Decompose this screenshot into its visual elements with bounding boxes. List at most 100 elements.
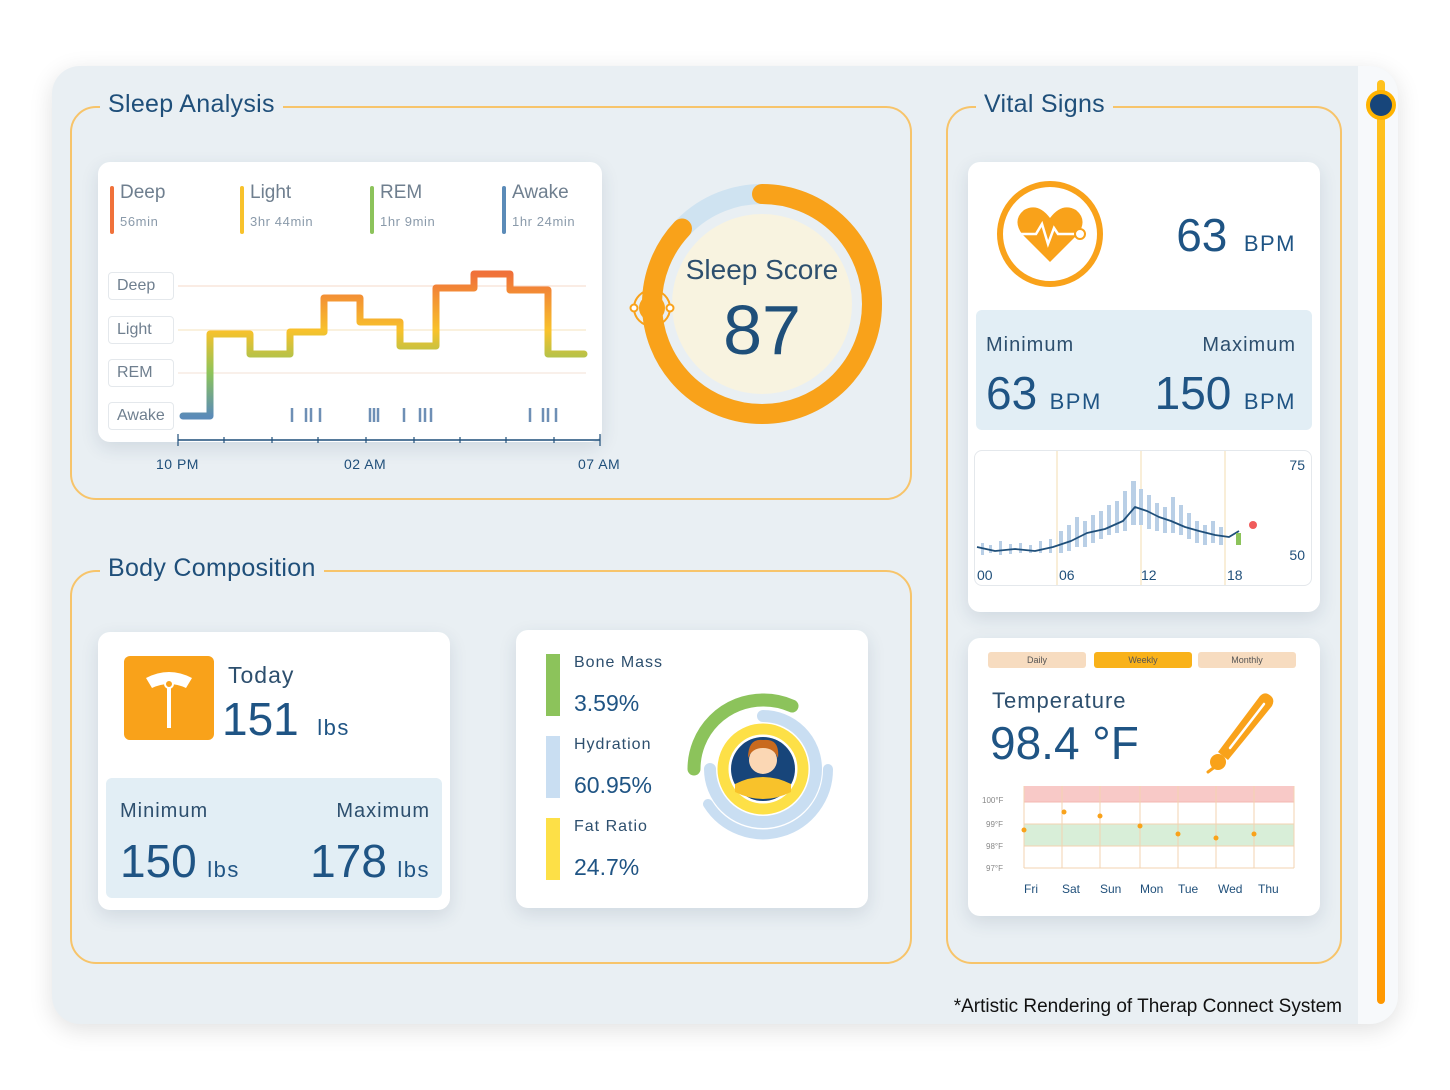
legend-color-bar xyxy=(370,186,374,234)
today-weight-value: 151 xyxy=(222,693,299,745)
min-label: Minimum xyxy=(986,334,1075,356)
legend-awake: Awake 1hr 24min xyxy=(502,182,576,234)
legend-color-bar xyxy=(240,186,244,234)
heart-rate-chart-svg xyxy=(976,451,1257,585)
bpm-unit: BPM xyxy=(1049,389,1102,414)
min-weight-value: 150 xyxy=(120,835,197,887)
weight-range-panel: Minimum Maximum 150 lbs 178 lbs xyxy=(106,778,442,898)
heart-rate-latest-bar xyxy=(1236,533,1241,545)
heart-rate-current: 63 BPM xyxy=(1176,208,1296,262)
scale-icon xyxy=(124,656,214,740)
heart-rate-value: 63 xyxy=(1176,209,1228,261)
legend-color-bar xyxy=(110,186,114,234)
legend-value: 1hr 24min xyxy=(512,214,576,229)
time-label-mid: 02 AM xyxy=(344,456,387,472)
weight-card: Today 151 lbs Minimum Maximum 150 lbs 17… xyxy=(98,632,450,910)
bone-ring-end xyxy=(756,693,799,713)
tab-daily[interactable]: Daily xyxy=(988,652,1086,668)
legend-color-bar xyxy=(502,186,506,234)
tab-monthly[interactable]: Monthly xyxy=(1198,652,1296,668)
section-title: Body Composition xyxy=(100,554,324,583)
hydration-ring xyxy=(704,710,822,828)
temperature-label: Temperature xyxy=(992,688,1127,713)
legend-name: Light xyxy=(250,182,292,203)
normal-band xyxy=(1024,824,1294,846)
temp-day-label: Mon xyxy=(1140,882,1164,896)
composition-card: Bone Mass 3.59% Hydration 60.95% Fat Rat… xyxy=(516,630,868,908)
composition-value: 24.7% xyxy=(574,854,640,880)
chart-x-label: 06 xyxy=(1059,567,1075,583)
stage-label-awake: Awake xyxy=(108,402,174,430)
scale-icon-glyph xyxy=(146,672,192,728)
composition-color-bar xyxy=(546,818,560,880)
heart-rate-min-value: 63 xyxy=(986,367,1038,419)
section-title: Sleep Analysis xyxy=(100,90,283,119)
sleep-stage-line xyxy=(179,270,588,420)
scrollbar-thumb[interactable] xyxy=(1366,90,1396,120)
min-weight: 150 lbs xyxy=(120,834,240,888)
today-label: Today xyxy=(228,662,295,688)
legend-value: 3hr 44min xyxy=(250,214,314,229)
hydration-ring-outer xyxy=(703,764,834,840)
chart-x-label: 12 xyxy=(1141,567,1157,583)
composition-color-bar xyxy=(546,736,560,798)
vital-signs-section: Vital Signs 63 BPM Minimum Maximum 63 BP… xyxy=(946,90,1342,964)
temp-y-label: 97°F xyxy=(986,864,1003,873)
legend-deep: Deep 56min xyxy=(110,182,166,234)
heart-rate-min: 63 BPM xyxy=(986,366,1102,420)
composition-name: Bone Mass xyxy=(574,654,664,671)
temp-day-label: Sat xyxy=(1062,882,1081,896)
temp-day-label: Sun xyxy=(1100,882,1122,896)
legend-name: Deep xyxy=(120,182,166,203)
chart-y-label-bottom: 50 xyxy=(1289,547,1305,563)
chart-y-label-top: 75 xyxy=(1289,457,1305,473)
sleep-score-label: Sleep Score xyxy=(685,254,839,285)
bpm-unit: BPM xyxy=(1243,389,1296,414)
legend-value: 56min xyxy=(120,214,159,229)
time-label-start: 10 PM xyxy=(156,456,199,472)
score-ring-center xyxy=(672,214,852,394)
avatar-icon xyxy=(731,737,795,801)
dashboard-board: Sleep Analysis Deep 56min Light 3hr 44mi… xyxy=(52,66,1398,1024)
temp-day-label: Wed xyxy=(1218,882,1243,896)
heart-rate-line xyxy=(976,506,1240,552)
sleep-stages-card: Deep 56min Light 3hr 44min REM 1hr 9min … xyxy=(98,162,602,446)
weight-unit: lbs xyxy=(397,857,430,882)
fat-ring xyxy=(717,723,809,815)
max-label: Maximum xyxy=(1202,334,1296,356)
tab-weekly[interactable]: Weekly xyxy=(1094,652,1192,668)
temp-day-label: Thu xyxy=(1258,882,1279,896)
fever-band xyxy=(1024,786,1294,802)
legend-value: 1hr 9min xyxy=(380,214,436,229)
section-title: Vital Signs xyxy=(976,90,1113,119)
composition-color-bar xyxy=(546,654,560,716)
temp-y-label: 99°F xyxy=(986,820,1003,829)
composition-value: 3.59% xyxy=(574,690,640,716)
chart-x-label: 00 xyxy=(977,567,993,583)
stage-label-light: Light xyxy=(108,316,174,344)
sleep-analysis-section: Sleep Analysis Deep 56min Light 3hr 44mi… xyxy=(70,90,912,500)
stage-label-deep: Deep xyxy=(108,272,174,300)
time-axis-ticks xyxy=(177,434,601,446)
chart-x-label: 18 xyxy=(1227,567,1243,583)
scrollbar-track[interactable] xyxy=(1377,80,1385,1004)
bone-ring xyxy=(687,693,770,776)
temperature-points xyxy=(1021,809,1257,841)
heart-rate-range-panel: Minimum Maximum 63 BPM 150 BPM xyxy=(976,310,1312,430)
legend-name: Awake xyxy=(512,182,569,203)
legend-name: REM xyxy=(380,182,423,203)
temperature-value: 98.4 °F xyxy=(990,717,1139,769)
sleep-score-widget: Sleep Score 87 xyxy=(622,180,892,430)
temperature-card: Daily Weekly Monthly Temperature 98.4 °F xyxy=(968,638,1320,916)
sleep-score-value: 87 xyxy=(723,291,801,369)
heart-rate-icon xyxy=(997,181,1103,287)
sleep-hypnogram xyxy=(177,270,601,446)
temp-day-label: Fri xyxy=(1024,882,1038,896)
heart-rate-max-value: 150 xyxy=(1154,367,1232,419)
heart-rate-max: 150 BPM xyxy=(1155,366,1296,420)
temp-y-label: 100°F xyxy=(982,796,1004,805)
temp-y-label: 98°F xyxy=(986,842,1003,851)
score-ring-handle-icon xyxy=(629,289,675,327)
body-composition-section: Body Composition Today 151 lbs Minimum M… xyxy=(70,554,912,964)
heart-rate-chart: 75 50 00 06 12 18 xyxy=(974,450,1312,586)
